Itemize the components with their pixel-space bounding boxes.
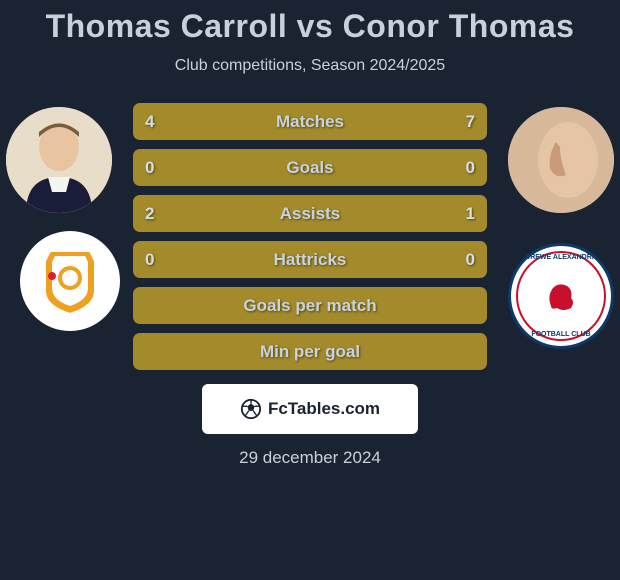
stat-value-left: 0 (145, 250, 154, 270)
stat-value-left: 4 (145, 112, 154, 132)
lion-icon (541, 276, 581, 316)
main-area: CREWE ALEXANDRA FOOTBALL CLUB 4 7 Matches 0… (0, 103, 620, 370)
stat-label: Matches (276, 112, 344, 132)
stat-value-left: 0 (145, 158, 154, 178)
avatar-placeholder-icon (6, 107, 112, 213)
stat-bars: 4 7 Matches 0 0 Goals 2 1 Assists 0 0 Hattricks Goal… (133, 103, 487, 370)
stat-row: Min per goal (133, 333, 487, 370)
stat-label: Min per goal (260, 342, 360, 362)
comparison-card: Thomas Carroll vs Conor Thomas Club comp… (0, 0, 620, 468)
stat-value-right: 0 (466, 250, 475, 270)
badge-inner-ring (516, 251, 606, 341)
source-badge: FcTables.com (202, 384, 418, 434)
stat-value-left: 2 (145, 204, 154, 224)
subtitle: Club competitions, Season 2024/2025 (0, 57, 620, 75)
stat-value-right: 1 (466, 204, 475, 224)
stat-label: Goals per match (243, 296, 376, 316)
avatar-placeholder-icon (508, 107, 614, 213)
player-left-avatar (6, 107, 112, 213)
page-title: Thomas Carroll vs Conor Thomas (0, 8, 620, 45)
stat-row: 4 7 Matches (133, 103, 487, 140)
club-left-logo (20, 231, 120, 331)
source-label: FcTables.com (268, 399, 380, 419)
club-right-logo: CREWE ALEXANDRA FOOTBALL CLUB (508, 243, 614, 349)
stat-row: Goals per match (133, 287, 487, 324)
soccer-ball-icon (240, 398, 262, 420)
stat-label: Hattricks (274, 250, 347, 270)
date-label: 29 december 2024 (0, 448, 620, 468)
stat-row: 2 1 Assists (133, 195, 487, 232)
stat-label: Goals (286, 158, 333, 178)
stat-value-right: 0 (466, 158, 475, 178)
player-right-avatar (508, 107, 614, 213)
stat-label: Assists (280, 204, 340, 224)
club-badge-icon (40, 246, 100, 316)
stat-row: 0 0 Hattricks (133, 241, 487, 278)
club-right-bottom-text: FOOTBALL CLUB (531, 331, 590, 338)
club-right-top-text: CREWE ALEXANDRA (525, 254, 597, 261)
stat-value-right: 7 (466, 112, 475, 132)
stat-row: 0 0 Goals (133, 149, 487, 186)
